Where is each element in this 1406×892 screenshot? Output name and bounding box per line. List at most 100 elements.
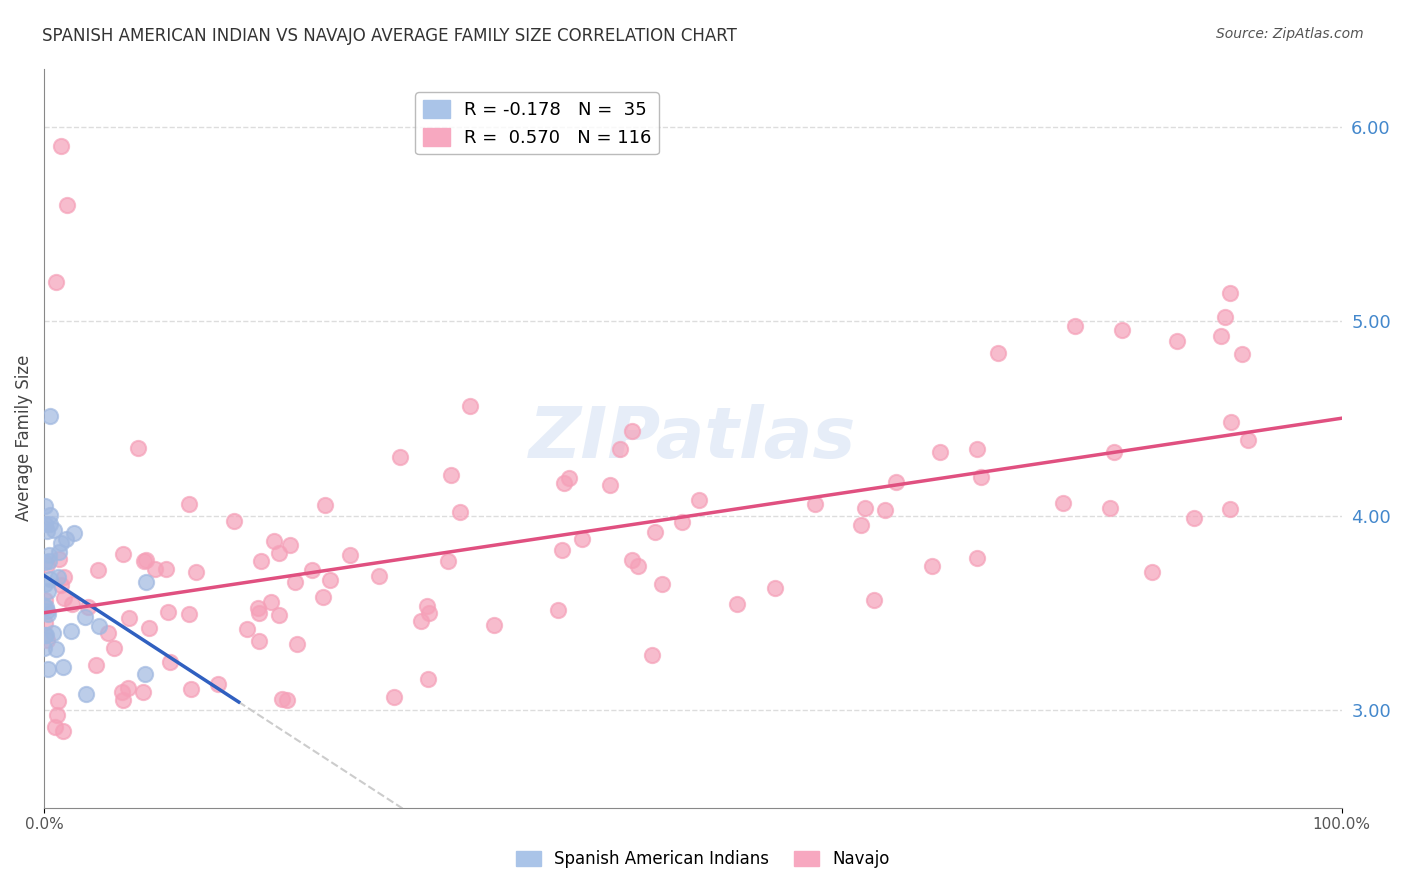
Point [55, 532, 77, 546]
Point [558, 471, 581, 485]
Point [437, 554, 460, 568]
Y-axis label: Average Family Size: Average Family Size [15, 355, 32, 521]
Point [84, 658, 107, 673]
Point [763, 581, 786, 595]
Point [285, 637, 308, 651]
Point [49, 535, 72, 549]
Point [37, 583, 59, 598]
Point [651, 577, 673, 591]
Point [1220, 415, 1243, 429]
Point [1166, 334, 1188, 349]
Point [35, 627, 58, 641]
Point [44, 523, 66, 537]
Point [34, 599, 56, 613]
Point [966, 551, 988, 566]
Point [75, 687, 97, 701]
Point [550, 542, 572, 557]
Point [179, 497, 201, 511]
Legend: R = -0.178   N =  35, R =  0.570   N = 116: R = -0.178 N = 35, R = 0.570 N = 116 [415, 93, 659, 154]
Point [97, 626, 120, 640]
Point [804, 498, 827, 512]
Point [1140, 565, 1163, 579]
Point [52, 570, 75, 584]
Point [620, 553, 643, 567]
Point [247, 606, 270, 620]
Point [45, 707, 67, 722]
Point [599, 478, 621, 492]
Point [127, 441, 149, 455]
Point [49, 139, 72, 153]
Point [56, 197, 79, 211]
Point [688, 493, 710, 508]
Point [34, 516, 56, 531]
Point [276, 693, 298, 707]
Point [35, 524, 58, 539]
Point [269, 546, 291, 560]
Point [458, 400, 481, 414]
Point [53, 591, 76, 606]
Point [853, 501, 876, 516]
Point [155, 561, 177, 575]
Point [1215, 310, 1237, 324]
Text: Source: ZipAtlas.com: Source: ZipAtlas.com [1216, 27, 1364, 41]
Point [339, 548, 361, 562]
Point [1052, 496, 1074, 510]
Point [34, 499, 56, 513]
Point [111, 685, 134, 699]
Point [627, 559, 650, 574]
Point [32, 641, 55, 656]
Point [301, 563, 323, 577]
Point [621, 424, 644, 438]
Point [156, 605, 179, 619]
Point [48, 545, 70, 559]
Point [553, 476, 575, 491]
Point [34, 592, 56, 607]
Point [966, 442, 988, 456]
Point [571, 532, 593, 546]
Point [112, 547, 135, 561]
Point [224, 514, 246, 528]
Point [34, 577, 56, 591]
Point [138, 621, 160, 635]
Point [263, 533, 285, 548]
Point [39, 516, 62, 531]
Point [60, 597, 83, 611]
Point [37, 662, 59, 676]
Point [1209, 329, 1232, 343]
Point [135, 574, 157, 589]
Point [159, 656, 181, 670]
Point [87, 563, 110, 577]
Point [118, 611, 141, 625]
Point [177, 607, 200, 621]
Point [246, 600, 269, 615]
Point [312, 591, 335, 605]
Point [52, 724, 75, 739]
Point [641, 648, 664, 663]
Point [37, 632, 59, 647]
Point [49, 578, 72, 592]
Point [134, 554, 156, 568]
Text: SPANISH AMERICAN INDIAN VS NAVAJO AVERAGE FAMILY SIZE CORRELATION CHART: SPANISH AMERICAN INDIAN VS NAVAJO AVERAG… [42, 27, 737, 45]
Point [38, 554, 60, 568]
Point [112, 692, 135, 706]
Point [75, 610, 97, 624]
Point [260, 594, 283, 608]
Point [38, 409, 60, 424]
Point [440, 467, 463, 482]
Point [46, 693, 69, 707]
Point [1237, 433, 1260, 447]
Point [849, 517, 872, 532]
Point [34, 615, 56, 630]
Point [644, 524, 666, 539]
Point [416, 599, 439, 613]
Point [132, 685, 155, 699]
Point [45, 642, 67, 657]
Point [382, 690, 405, 705]
Point [970, 469, 993, 483]
Point [250, 554, 273, 568]
Point [1111, 322, 1133, 336]
Point [284, 575, 307, 590]
Point [449, 505, 471, 519]
Point [143, 562, 166, 576]
Point [1099, 500, 1122, 515]
